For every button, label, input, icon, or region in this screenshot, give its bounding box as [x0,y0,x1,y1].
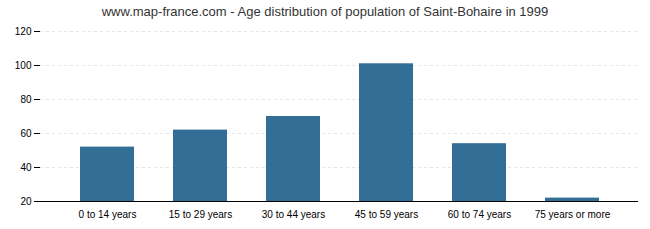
html-text:www.map-france.com - Age distr: www.map-france.com - Age distribution of… [101,4,549,19]
svg-text:80: 80 [20,94,32,105]
svg-text:40: 40 [20,162,32,173]
svg-text:15 to 29 years: 15 to 29 years [169,209,232,220]
svg-text:60 to 74 years: 60 to 74 years [448,209,511,220]
svg-text:45 to 59 years: 45 to 59 years [355,209,418,220]
svg-text:60: 60 [20,128,32,139]
svg-text:75 years or more: 75 years or more [535,209,611,220]
svg-text:0 to 14 years: 0 to 14 years [79,209,137,220]
svg-text:100: 100 [15,60,32,71]
svg-text:20: 20 [20,196,32,207]
svg-text:30 to 44 years: 30 to 44 years [262,209,325,220]
svg-text:120: 120 [15,26,32,37]
